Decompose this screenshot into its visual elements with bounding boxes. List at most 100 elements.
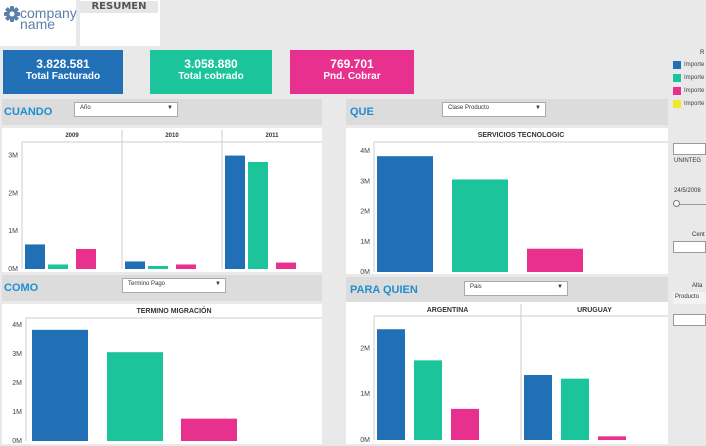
legend-title: R: [700, 50, 705, 56]
legend-swatch: [673, 74, 681, 82]
chevron-down-icon: ▼: [215, 281, 221, 287]
bar: [598, 436, 626, 440]
kpi-value: 3.828.581: [36, 57, 90, 71]
panel-label: URUGUAY: [577, 307, 612, 314]
panel-label: 2009: [65, 133, 79, 139]
como-dropdown[interactable]: Termino Pago ▼: [122, 278, 226, 293]
legend-label: Importe: [684, 88, 705, 94]
section-title: COMO: [4, 282, 39, 294]
y-tick-label: 1M: [12, 409, 22, 416]
y-tick-label: 3M: [360, 178, 370, 185]
kpi-label: Pnd. Cobrar: [323, 71, 381, 82]
para-quien-dropdown[interactable]: Pais ▼: [464, 281, 568, 296]
chart-como: TERMINO MIGRACIÓN 0M 1M 2M 3M 4M: [2, 304, 322, 444]
bar: [276, 262, 296, 269]
que-dropdown[interactable]: Clase Producto ▼: [442, 102, 546, 117]
kpi-pnd-cobrar: 769.701 Pnd. Cobrar: [290, 50, 414, 94]
kpi-total-cobrado: 3.058.880 Total cobrado: [150, 50, 272, 94]
tab-resumen[interactable]: RESUMEN: [80, 0, 160, 46]
filter-input-cent[interactable]: [673, 241, 706, 253]
kpi-total-facturado: 3.828.581 Total Facturado: [3, 50, 123, 94]
logo-line2: name: [20, 16, 56, 32]
section-que-header: QUE Clase Producto ▼: [346, 99, 668, 125]
section-title: PARA QUIEN: [350, 284, 418, 296]
chart-cuando: 2009 2010 2011 0M 1M 2M 3M: [2, 128, 322, 272]
kpi-label: Total Facturado: [25, 71, 101, 82]
legend-item[interactable]: Importe: [673, 73, 706, 86]
y-tick-label: 2M: [360, 345, 370, 352]
legend-item[interactable]: Importe: [673, 86, 706, 99]
bar: [524, 375, 552, 440]
filter-input-1[interactable]: [673, 143, 706, 155]
bar: [561, 378, 589, 440]
date-slider-track[interactable]: [676, 204, 706, 205]
y-tick-label: 2M: [360, 209, 370, 216]
logo-line1: company: [20, 5, 77, 21]
section-title: QUE: [350, 106, 374, 118]
bar: [107, 352, 163, 441]
legend-label: Importe: [684, 62, 705, 68]
y-tick-label: 4M: [360, 148, 370, 155]
y-tick-label: 1M: [360, 239, 370, 246]
filter-label-cent: Cent: [692, 232, 705, 238]
filter-input-alta[interactable]: [673, 314, 706, 326]
logo-icon: [4, 6, 20, 22]
cuando-dropdown[interactable]: Año ▼: [74, 102, 178, 117]
dropdown-value: Termino Pago: [128, 281, 166, 287]
section-cuando-header: CUANDO Año ▼: [2, 99, 322, 125]
tab-resumen-label: RESUMEN: [80, 1, 158, 13]
date-slider-handle[interactable]: [673, 200, 680, 207]
section-como-header: COMO Termino Pago ▼: [2, 275, 322, 301]
date-label: 24/5/2008: [674, 188, 701, 194]
legend-item[interactable]: Importe: [673, 60, 706, 73]
y-tick-label: 1M: [8, 228, 18, 235]
chevron-down-icon: ▼: [167, 105, 173, 111]
dropdown-value: Clase Producto: [448, 105, 490, 111]
kpi-label: Total cobrado: [178, 71, 244, 82]
bar: [452, 179, 508, 272]
chevron-down-icon: ▼: [535, 105, 541, 111]
panel-label: 2010: [165, 133, 179, 139]
section-title: CUANDO: [4, 106, 53, 118]
logo-text: company name: [20, 5, 77, 32]
y-tick-label: 2M: [8, 190, 18, 197]
chevron-down-icon: ▼: [557, 284, 563, 290]
bar: [377, 329, 405, 440]
y-tick-label: 1M: [360, 391, 370, 398]
bar: [25, 244, 45, 269]
y-tick-label: 2M: [12, 380, 22, 387]
dropdown-value: Pais: [470, 284, 482, 290]
chart-para-quien: ARGENTINA URUGUAY 0M 1M 2M: [346, 302, 668, 444]
legend-swatch: [673, 100, 681, 108]
company-logo: company name: [0, 0, 77, 46]
bar: [414, 360, 442, 440]
y-tick-label: 0M: [12, 438, 22, 444]
y-tick-label: 0M: [8, 266, 18, 272]
filter-label-alta: Alta: [692, 283, 703, 289]
panel-label: 2011: [265, 133, 279, 139]
legend-label: Importe: [684, 101, 705, 107]
panel-label: ARGENTINA: [427, 307, 469, 314]
section-para-quien-header: PARA QUIEN Pais ▼: [346, 277, 668, 303]
bar: [76, 248, 96, 269]
filter-label-uninteg: UNINTEG: [674, 158, 701, 164]
kpi-value: 769.701: [330, 57, 374, 71]
bar: [148, 265, 168, 269]
legend: Importe Importe Importe Importe: [673, 60, 706, 112]
y-tick-label: 3M: [12, 351, 22, 358]
dropdown-value: Año: [80, 105, 91, 111]
producto-label: Producto: [675, 294, 700, 300]
bar: [32, 329, 88, 441]
bar: [248, 161, 268, 269]
chart-que: SERVICIOS TECNOLOGIC 0M 1M 2M 3M 4M: [346, 128, 668, 274]
bar: [527, 248, 583, 272]
bar: [451, 408, 479, 440]
producto-field[interactable]: Producto: [673, 292, 706, 304]
legend-item[interactable]: Importe: [673, 99, 706, 112]
bar: [125, 261, 145, 269]
y-tick-label: 4M: [12, 322, 22, 329]
legend-swatch: [673, 87, 681, 95]
y-tick-label: 0M: [360, 269, 370, 274]
kpi-value: 3.058.880: [184, 57, 238, 71]
bar: [225, 155, 245, 269]
